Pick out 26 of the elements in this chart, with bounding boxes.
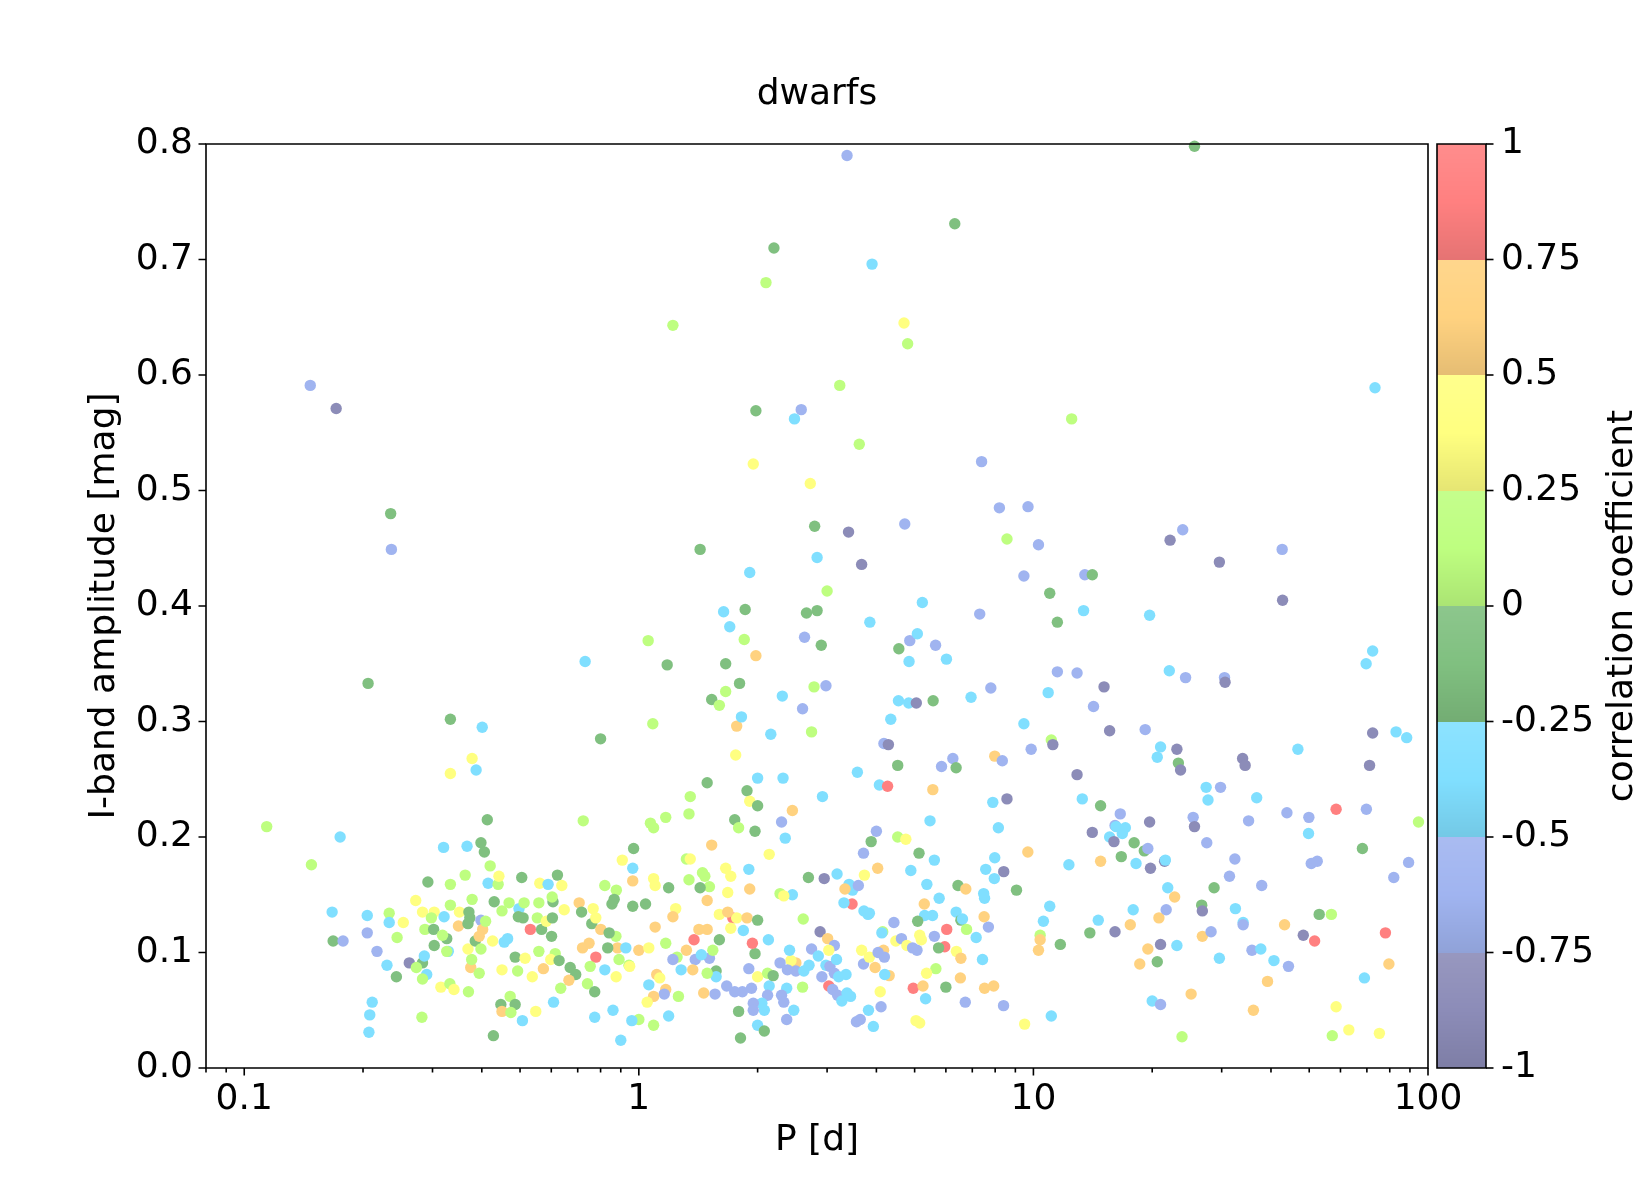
color-bar-label: 0.75 <box>1501 235 1582 277</box>
color-bar-label: -1 <box>1501 1044 1537 1086</box>
color-bar-label: -0.25 <box>1501 697 1595 739</box>
x-tick-label: 100 <box>1393 1075 1463 1117</box>
color-bar-label: 0.25 <box>1501 466 1582 508</box>
y-tick-label: 0.8 <box>135 120 193 162</box>
x-axis-title: P [d] <box>774 1116 860 1158</box>
y-tick-label: 0.1 <box>135 928 193 970</box>
y-tick-label: 0.7 <box>135 235 193 277</box>
y-tick-label: 0.5 <box>135 466 193 508</box>
y-tick-label: 0.2 <box>135 813 193 855</box>
color-bar-title: correlation coefficient <box>1599 409 1641 803</box>
y-tick-label: 0.4 <box>135 582 193 624</box>
x-tick-label: 1 <box>627 1075 651 1117</box>
x-tick-label: 10 <box>1010 1075 1057 1117</box>
color-bar-label: -0.5 <box>1501 813 1572 855</box>
y-tick-label: 0.6 <box>135 351 193 393</box>
color-bar-label: 0.5 <box>1501 351 1559 393</box>
y-axis-title: I-band amplitude [mag] <box>80 392 122 820</box>
chart-title: dwarfs <box>756 71 878 113</box>
color-bar-label: -0.75 <box>1501 928 1595 970</box>
x-tick-label: 0.1 <box>215 1075 273 1117</box>
color-bar-label: 1 <box>1501 120 1524 162</box>
y-tick-label: 0.3 <box>135 697 193 739</box>
color-bar-label: 0 <box>1501 582 1524 624</box>
y-tick-label: 0.0 <box>135 1044 193 1086</box>
